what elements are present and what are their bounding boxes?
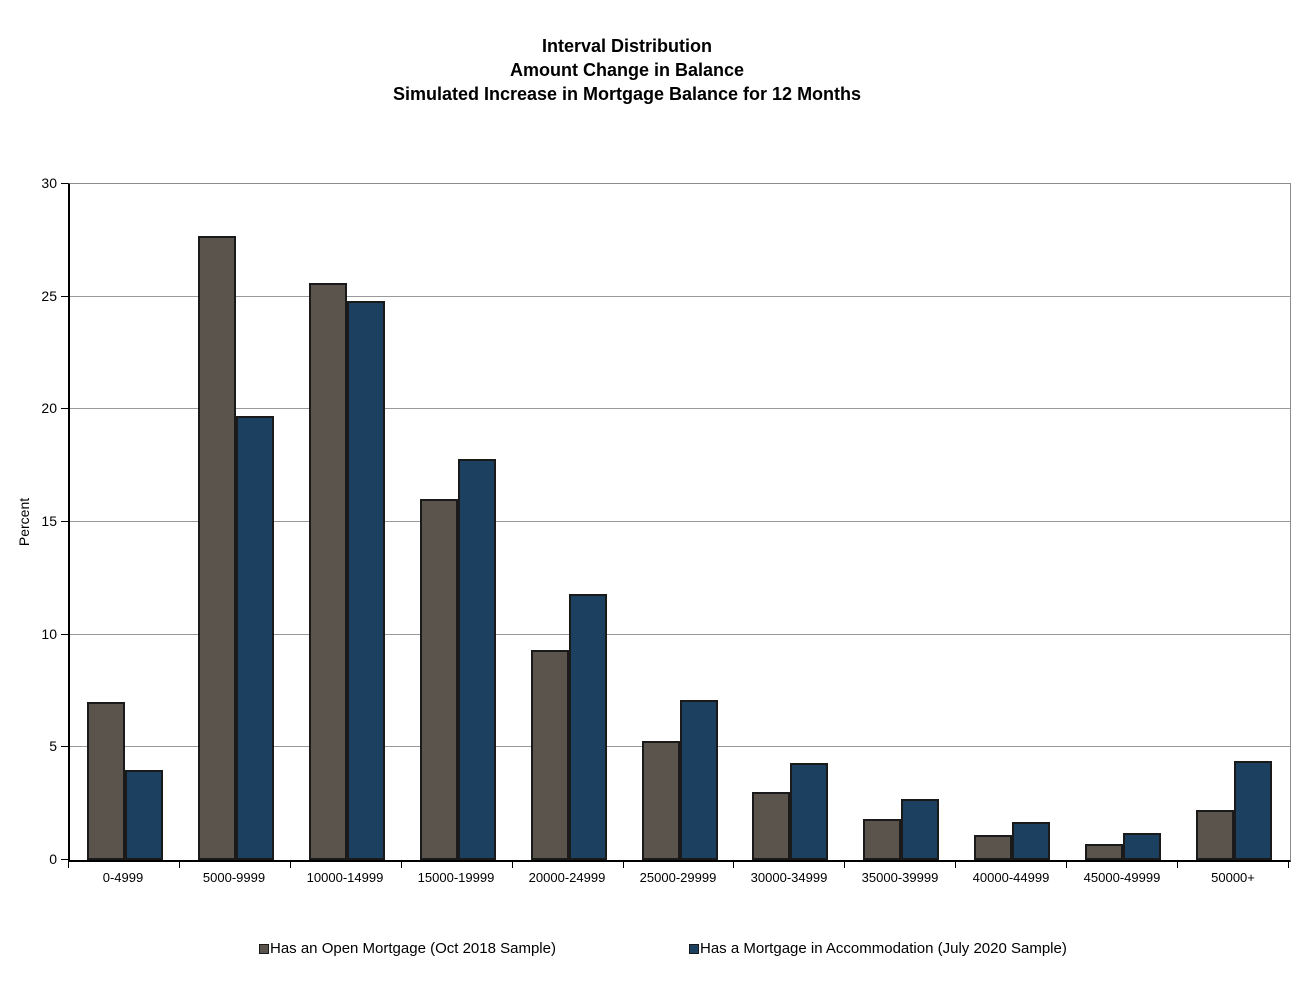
bar-group-50000+ [1179, 184, 1290, 860]
bar-open-mortgage-10000-14999 [308, 283, 347, 860]
y-tick-5 [61, 746, 68, 747]
bar-group-25000-29999 [625, 184, 736, 860]
y-tick-25 [61, 296, 68, 297]
x-tick-5 [623, 861, 624, 868]
y-tick-label-0: 0 [49, 851, 57, 867]
x-tick-label-20000-24999: 20000-24999 [528, 870, 606, 885]
x-tick-3 [401, 861, 402, 868]
y-tick-10 [61, 634, 68, 635]
bar-accommodation-40000-44999 [1012, 822, 1051, 860]
x-tick-label-45000-49999: 45000-49999 [1083, 870, 1161, 885]
gridline-10 [70, 634, 1290, 635]
bar-accommodation-5000-9999 [235, 416, 274, 860]
y-tick-label-5: 5 [49, 738, 57, 754]
gridline-15 [70, 521, 1290, 522]
x-tick-11 [1288, 861, 1289, 868]
x-tick-7 [844, 861, 845, 868]
x-tick-6 [733, 861, 734, 868]
bar-group-20000-24999 [514, 184, 625, 860]
x-tick-4 [512, 861, 513, 868]
bar-group-5000-9999 [181, 184, 292, 860]
x-tick-label-10000-14999: 10000-14999 [306, 870, 384, 885]
legend-label-open-mortgage: Has an Open Mortgage (Oct 2018 Sample) [270, 940, 556, 957]
bar-open-mortgage-40000-44999 [974, 835, 1013, 860]
y-tick-30 [61, 183, 68, 184]
x-tick-2 [290, 861, 291, 868]
legend-label-accommodation: Has a Mortgage in Accommodation (July 20… [700, 940, 1067, 957]
bar-accommodation-20000-24999 [568, 594, 607, 860]
x-tick-label-30000-34999: 30000-34999 [750, 870, 828, 885]
bar-open-mortgage-45000-49999 [1085, 844, 1124, 860]
x-tick-label-50000+: 50000+ [1211, 870, 1255, 885]
bar-open-mortgage-25000-29999 [641, 741, 680, 860]
x-tick-label-15000-19999: 15000-19999 [417, 870, 495, 885]
legend-item-open-mortgage: Has an Open Mortgage (Oct 2018 Sample) [259, 941, 556, 957]
x-tick-10 [1177, 861, 1178, 868]
bar-open-mortgage-5000-9999 [197, 236, 236, 860]
bar-group-45000-49999 [1068, 184, 1179, 860]
gridline-20 [70, 408, 1290, 409]
y-tick-15 [61, 521, 68, 522]
legend-swatch-accommodation [689, 944, 699, 954]
x-tick-label-5000-9999: 5000-9999 [202, 870, 266, 885]
y-tick-label-30: 30 [41, 175, 57, 191]
y-tick-0 [61, 859, 68, 860]
bar-accommodation-15000-19999 [457, 459, 496, 860]
bar-open-mortgage-15000-19999 [419, 499, 458, 860]
bar-open-mortgage-20000-24999 [530, 650, 569, 860]
x-tick-8 [955, 861, 956, 868]
x-tick-1 [179, 861, 180, 868]
legend-swatch-open-mortgage [259, 944, 269, 954]
bar-accommodation-45000-49999 [1123, 833, 1162, 860]
bar-accommodation-50000+ [1234, 761, 1273, 860]
legend: Has an Open Mortgage (Oct 2018 Sample) H… [0, 941, 1302, 961]
bar-open-mortgage-35000-39999 [863, 819, 902, 860]
bar-accommodation-25000-29999 [679, 700, 718, 860]
y-tick-label-25: 25 [41, 288, 57, 304]
x-tick-label-0-4999: 0-4999 [102, 870, 144, 885]
legend-item-accommodation: Has a Mortgage in Accommodation (July 20… [689, 941, 1067, 957]
bar-group-40000-44999 [957, 184, 1068, 860]
x-tick-label-40000-44999: 40000-44999 [972, 870, 1050, 885]
y-tick-label-20: 20 [41, 400, 57, 416]
gridline-25 [70, 296, 1290, 297]
bar-open-mortgage-0-4999 [87, 702, 125, 860]
x-tick-9 [1066, 861, 1067, 868]
chart-title-line-1: Interval Distribution [541, 36, 712, 56]
x-tick-label-35000-39999: 35000-39999 [861, 870, 939, 885]
chart-title-line-2: Amount Change in Balance [509, 60, 745, 80]
bar-group-10000-14999 [292, 184, 403, 860]
x-tick-0 [68, 861, 69, 868]
y-tick-20 [61, 408, 68, 409]
bar-accommodation-0-4999 [125, 770, 163, 860]
y-tick-label-10: 10 [41, 626, 57, 642]
plot-area [68, 183, 1291, 862]
chart-title-line-3: Simulated Increase in Mortgage Balance f… [392, 84, 862, 104]
bar-accommodation-10000-14999 [346, 301, 385, 860]
bar-open-mortgage-30000-34999 [752, 792, 791, 860]
bar-group-35000-39999 [846, 184, 957, 860]
bar-group-15000-19999 [403, 184, 514, 860]
bar-group-30000-34999 [735, 184, 846, 860]
chart-title: Interval Distribution Amount Change in B… [0, 34, 1254, 106]
x-tick-label-25000-29999: 25000-29999 [639, 870, 717, 885]
bar-open-mortgage-50000+ [1196, 810, 1235, 860]
bar-group-0-4999 [70, 184, 181, 860]
y-tick-label-15: 15 [41, 513, 57, 529]
bar-accommodation-35000-39999 [901, 799, 940, 860]
bar-accommodation-30000-34999 [790, 763, 829, 860]
